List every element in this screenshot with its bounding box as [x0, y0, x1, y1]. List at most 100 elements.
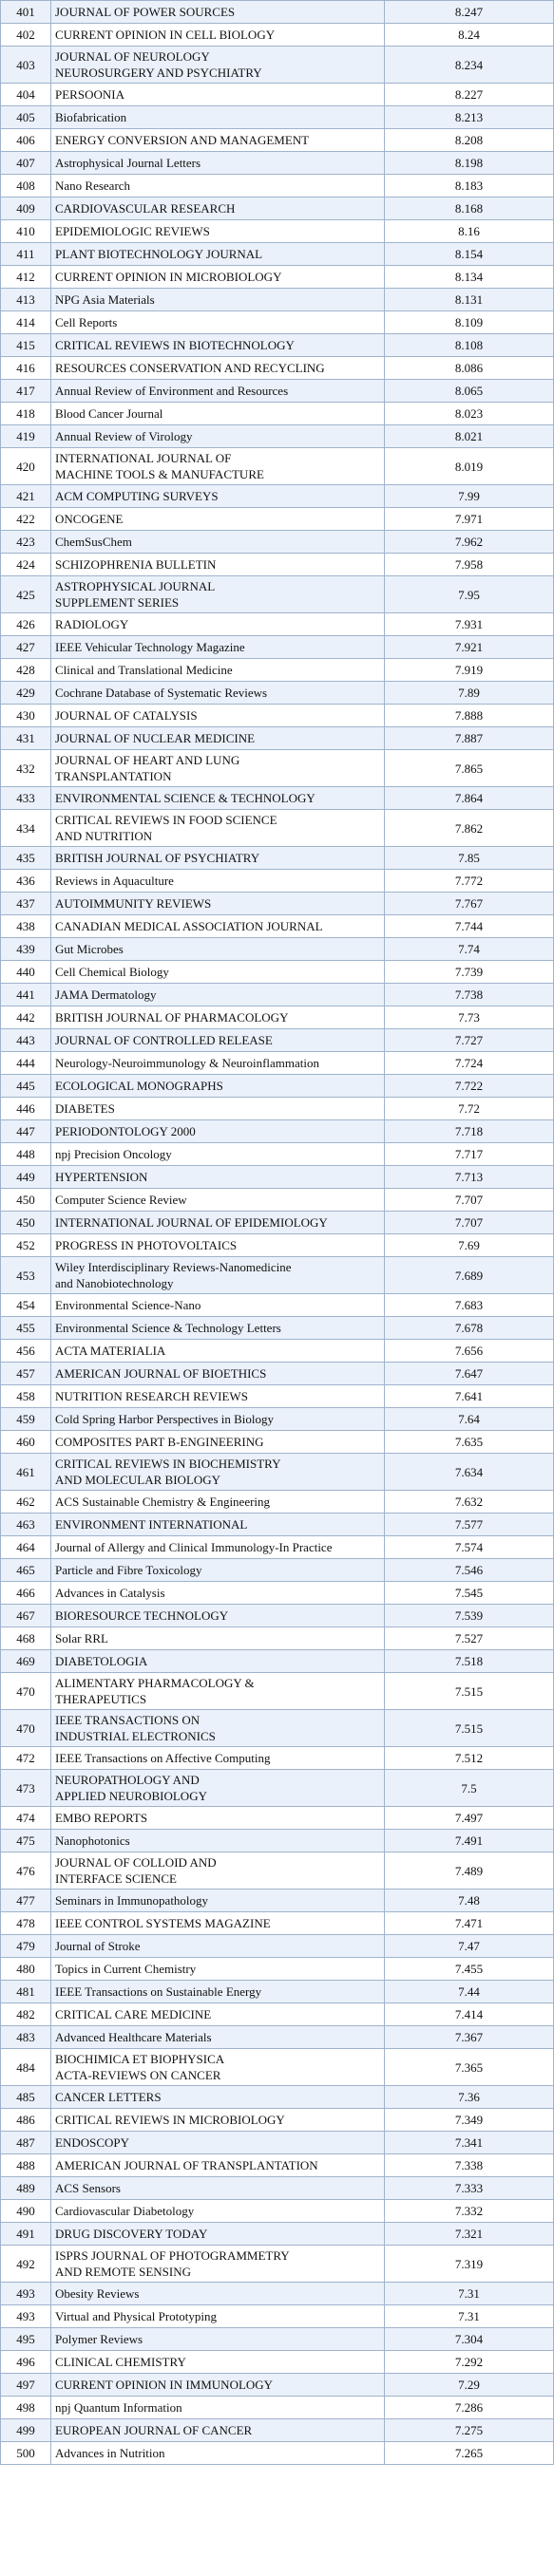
journal-name-line: ASTROPHYSICAL JOURNAL	[55, 579, 216, 593]
table-row: 466 Advances in Catalysis 7.545	[0, 1581, 554, 1605]
rank-cell: 412	[0, 265, 51, 289]
impact-factor-cell: 7.47	[384, 1934, 554, 1958]
table-row: 432 JOURNAL OF HEART AND LUNG TRANSPLANTAT…	[0, 749, 554, 787]
journal-cell: Obesity Reviews	[50, 2282, 385, 2305]
journal-cell: Annual Review of Environment and Resourc…	[50, 379, 385, 403]
impact-factor-cell: 7.635	[384, 1430, 554, 1454]
table-row: 470 ALIMENTARY PHARMACOLOGY & THERAPEUTICS…	[0, 1672, 554, 1710]
table-row: 495 Polymer Reviews 7.304	[0, 2327, 554, 2351]
table-row: 492 ISPRS JOURNAL OF PHOTOGRAMMETRY AND RE…	[0, 2245, 554, 2283]
journal-cell: Cardiovascular Diabetology	[50, 2199, 385, 2223]
journal-name-line: THERAPEUTICS	[55, 1692, 147, 1706]
rank-cell: 410	[0, 219, 51, 243]
journal-cell: CRITICAL REVIEWS IN FOOD SCIENCE AND NUTR…	[50, 809, 385, 847]
journal-cell: ALIMENTARY PHARMACOLOGY & THERAPEUTICS	[50, 1672, 385, 1710]
rank-cell: 464	[0, 1535, 51, 1559]
journal-name-line: Journal of Stroke	[55, 1939, 141, 1953]
impact-factor-cell: 7.739	[384, 960, 554, 984]
table-row: 414 Cell Reports 8.109	[0, 310, 554, 334]
journal-name-line: Cardiovascular Diabetology	[55, 2204, 195, 2218]
table-row: 484 BIOCHIMICA ET BIOPHYSICA ACTA-REVIEWS …	[0, 2048, 554, 2086]
table-row: 499 EUROPEAN JOURNAL OF CANCER 7.275	[0, 2418, 554, 2442]
rank-cell: 493	[0, 2304, 51, 2328]
journal-name-line: JOURNAL OF COLLOID AND	[55, 1855, 217, 1870]
rank-cell: 454	[0, 1293, 51, 1317]
impact-factor-cell: 7.518	[384, 1649, 554, 1673]
table-row: 481 IEEE Transactions on Sustainable Ener…	[0, 1980, 554, 2003]
rank-cell: 450	[0, 1211, 51, 1234]
table-row: 450 INTERNATIONAL JOURNAL OF EPIDEMIOLOGY…	[0, 1211, 554, 1234]
journal-cell: CRITICAL REVIEWS IN MICROBIOLOGY	[50, 2108, 385, 2132]
journal-name-line: NUTRITION RESEARCH REVIEWS	[55, 1389, 248, 1403]
journal-name-line: Cell Reports	[55, 315, 118, 329]
journal-name-line: Astrophysical Journal Letters	[55, 156, 201, 170]
journal-cell: RADIOLOGY	[50, 612, 385, 636]
table-row: 425 ASTROPHYSICAL JOURNAL SUPPLEMENT SERIE…	[0, 575, 554, 613]
journal-name-line: Environmental Science-Nano	[55, 1298, 201, 1312]
rank-cell: 421	[0, 484, 51, 508]
journal-name-line: Environmental Science & Technology Lette…	[55, 1321, 281, 1335]
journal-name-line: JOURNAL OF NEUROLOGY	[55, 49, 210, 64]
table-row: 459 Cold Spring Harbor Perspectives in Bi…	[0, 1407, 554, 1431]
journal-cell: ECOLOGICAL MONOGRAPHS	[50, 1074, 385, 1098]
rank-cell: 431	[0, 726, 51, 750]
journal-cell: NEUROPATHOLOGY AND APPLIED NEUROBIOLOGY	[50, 1769, 385, 1807]
journal-cell: HYPERTENSION	[50, 1165, 385, 1189]
journal-name-line: ENERGY CONVERSION AND MANAGEMENT	[55, 133, 310, 147]
rank-cell: 492	[0, 2245, 51, 2283]
impact-factor-cell: 7.515	[384, 1709, 554, 1747]
journal-name-line: CURRENT OPINION IN MICROBIOLOGY	[55, 270, 282, 284]
table-body: 401 JOURNAL OF POWER SOURCES 8.247 402 CURRE…	[0, 0, 554, 2465]
table-row: 461 CRITICAL REVIEWS IN BIOCHEMISTRY AND M…	[0, 1453, 554, 1491]
rank-cell: 432	[0, 749, 51, 787]
impact-factor-cell: 7.73	[384, 1006, 554, 1029]
impact-factor-cell: 7.767	[384, 892, 554, 915]
impact-factor-cell: 7.707	[384, 1211, 554, 1234]
rank-cell: 430	[0, 704, 51, 727]
journal-cell: Wiley Interdisciplinary Reviews-Nanomedi…	[50, 1256, 385, 1294]
rank-cell: 407	[0, 151, 51, 175]
journal-cell: AMERICAN JOURNAL OF BIOETHICS	[50, 1362, 385, 1385]
table-row: 474 EMBO REPORTS 7.497	[0, 1806, 554, 1830]
journal-name-line: ONCOGENE	[55, 512, 124, 526]
rank-cell: 450	[0, 1188, 51, 1212]
journal-cell: Advanced Healthcare Materials	[50, 2025, 385, 2049]
table-row: 426 RADIOLOGY 7.931	[0, 612, 554, 636]
journal-cell: NUTRITION RESEARCH REVIEWS	[50, 1384, 385, 1408]
journal-cell: Astrophysical Journal Letters	[50, 151, 385, 175]
journal-name-line: IEEE Vehicular Technology Magazine	[55, 640, 245, 654]
journal-cell: IEEE Transactions on Affective Computing	[50, 1746, 385, 1770]
impact-factor-cell: 7.64	[384, 1407, 554, 1431]
journal-cell: ISPRS JOURNAL OF PHOTOGRAMMETRY AND REMOT…	[50, 2245, 385, 2283]
journal-name-line: Obesity Reviews	[55, 2286, 140, 2301]
rank-cell: 460	[0, 1430, 51, 1454]
rank-cell: 418	[0, 402, 51, 425]
journal-name-line: JOURNAL OF HEART AND LUNG	[55, 753, 240, 767]
journal-name-line: CRITICAL CARE MEDICINE	[55, 2007, 212, 2021]
impact-factor-cell: 7.707	[384, 1188, 554, 1212]
table-row: 423 ChemSusChem 7.962	[0, 530, 554, 554]
table-row: 444 Neurology-Neuroimmunology & Neuroinfl…	[0, 1051, 554, 1075]
journal-name-line: ChemSusChem	[55, 535, 132, 549]
table-row: 485 CANCER LETTERS 7.36	[0, 2085, 554, 2109]
journal-name-line: APPLIED NEUROBIOLOGY	[55, 1789, 207, 1803]
table-row: 453 Wiley Interdisciplinary Reviews-Nanom…	[0, 1256, 554, 1294]
impact-factor-cell: 7.772	[384, 869, 554, 893]
table-row: 440 Cell Chemical Biology 7.739	[0, 960, 554, 984]
journal-cell: Neurology-Neuroimmunology & Neuroinflamm…	[50, 1051, 385, 1075]
journal-cell: Cochrane Database of Systematic Reviews	[50, 681, 385, 705]
table-row: 479 Journal of Stroke 7.47	[0, 1934, 554, 1958]
journal-name-line: DIABETOLOGIA	[55, 1654, 148, 1668]
journal-name-line: INTERNATIONAL JOURNAL OF	[55, 451, 232, 465]
table-row: 413 NPG Asia Materials 8.131	[0, 288, 554, 311]
journal-name-line: DRUG DISCOVERY TODAY	[55, 2227, 208, 2241]
journal-name-line: Cochrane Database of Systematic Reviews	[55, 686, 268, 700]
journal-name-line: AMERICAN JOURNAL OF TRANSPLANTATION	[55, 2158, 318, 2172]
impact-factor-cell: 7.632	[384, 1490, 554, 1514]
journal-cell: npj Quantum Information	[50, 2396, 385, 2419]
impact-factor-cell: 7.89	[384, 681, 554, 705]
journal-name-line: EUROPEAN JOURNAL OF CANCER	[55, 2423, 253, 2437]
rank-cell: 427	[0, 635, 51, 659]
rank-cell: 423	[0, 530, 51, 554]
journal-name-line: HYPERTENSION	[55, 1170, 148, 1184]
